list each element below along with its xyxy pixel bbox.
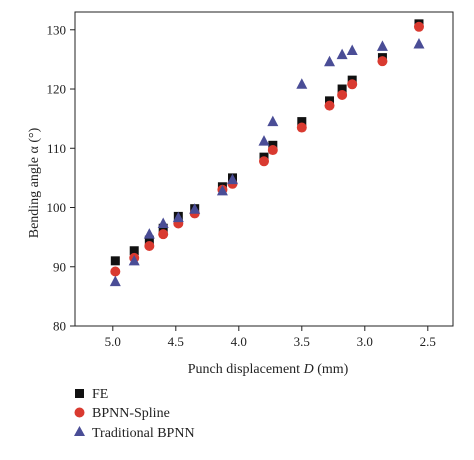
x-axis-title-variable: D: [303, 362, 314, 377]
data-point-fe: [158, 223, 168, 233]
data-point-traditional-bpnn: [216, 184, 228, 196]
data-point-fe: [297, 117, 307, 127]
data-point-traditional-bpnn: [189, 203, 201, 214]
x-tick-label: 4.5: [168, 334, 184, 349]
y-tick-label: 110: [47, 141, 66, 156]
data-point-fe: [144, 235, 154, 245]
data-point-traditional-bpnn: [324, 55, 336, 67]
data-point-traditional-bpnn: [157, 217, 169, 229]
data-point-traditional-bpnn: [296, 78, 308, 89]
y-tick-label: 90: [53, 259, 66, 274]
data-point-traditional-bpnn: [109, 275, 121, 287]
data-point-traditional-bpnn: [376, 40, 388, 51]
y-tick-label: 130: [47, 22, 67, 37]
data-point-traditional-bpnn: [128, 254, 140, 266]
data-point-traditional-bpnn: [143, 228, 155, 239]
x-axis: 5.0 4.5 4.0 3.5 3.0 2.5: [105, 326, 436, 349]
x-tick-label: 2.5: [420, 334, 436, 349]
data-point-bpnn-spline: [110, 266, 121, 277]
data-point-bpnn-spline: [347, 79, 358, 90]
x-axis-title-unit: (mm): [314, 362, 349, 377]
data-point-fe: [110, 256, 120, 266]
x-axis-title: Punch displacement D (mm): [188, 362, 349, 377]
x-tick-label: 3.0: [357, 334, 373, 349]
data-point-traditional-bpnn: [267, 115, 279, 127]
data-point-bpnn-spline: [337, 89, 348, 100]
legend-marker-fe: [75, 389, 84, 398]
data-point-bpnn-spline: [413, 21, 424, 32]
plot-frame: [74, 11, 454, 327]
data-point-traditional-bpnn: [227, 173, 238, 185]
data-point-bpnn-spline: [377, 56, 388, 67]
data-point-traditional-bpnn: [413, 37, 425, 49]
x-tick-label: 4.0: [231, 334, 247, 349]
legend: FE BPNN-Spline Traditional BPNN: [74, 387, 195, 441]
y-axis: 80 90 100 110 120 130: [47, 22, 75, 334]
legend-marker-traditional-bpnn: [74, 426, 85, 436]
data-point-traditional-bpnn: [346, 44, 358, 56]
y-tick-label: 80: [53, 319, 66, 334]
data-point-fe: [337, 84, 347, 94]
data-point-traditional-bpnn: [258, 135, 270, 146]
x-axis-title-prefix: Punch displacement: [188, 362, 304, 377]
y-tick-label: 120: [47, 82, 67, 97]
data-point-bpnn-spline: [144, 241, 155, 252]
data-point-traditional-bpnn: [336, 48, 348, 60]
plot-border: [74, 11, 454, 327]
legend-label-traditional-bpnn: Traditional BPNN: [92, 426, 195, 441]
data-points: [109, 19, 425, 287]
y-tick-label: 100: [47, 200, 67, 215]
x-tick-label: 3.5: [294, 334, 310, 349]
data-point-bpnn-spline: [267, 145, 278, 156]
legend-label-bpnn-spline: BPNN-Spline: [92, 406, 170, 421]
data-point-bpnn-spline: [296, 122, 307, 133]
data-point-bpnn-spline: [158, 229, 169, 240]
data-point-fe: [129, 246, 139, 256]
legend-marker-bpnn-spline: [74, 407, 85, 418]
data-point-bpnn-spline: [259, 156, 269, 167]
data-point-traditional-bpnn: [172, 211, 184, 223]
y-axis-title: Bending angle α (°): [27, 127, 42, 238]
data-point-bpnn-spline: [324, 100, 335, 111]
x-tick-label: 5.0: [105, 334, 121, 349]
legend-label-fe: FE: [92, 387, 108, 402]
